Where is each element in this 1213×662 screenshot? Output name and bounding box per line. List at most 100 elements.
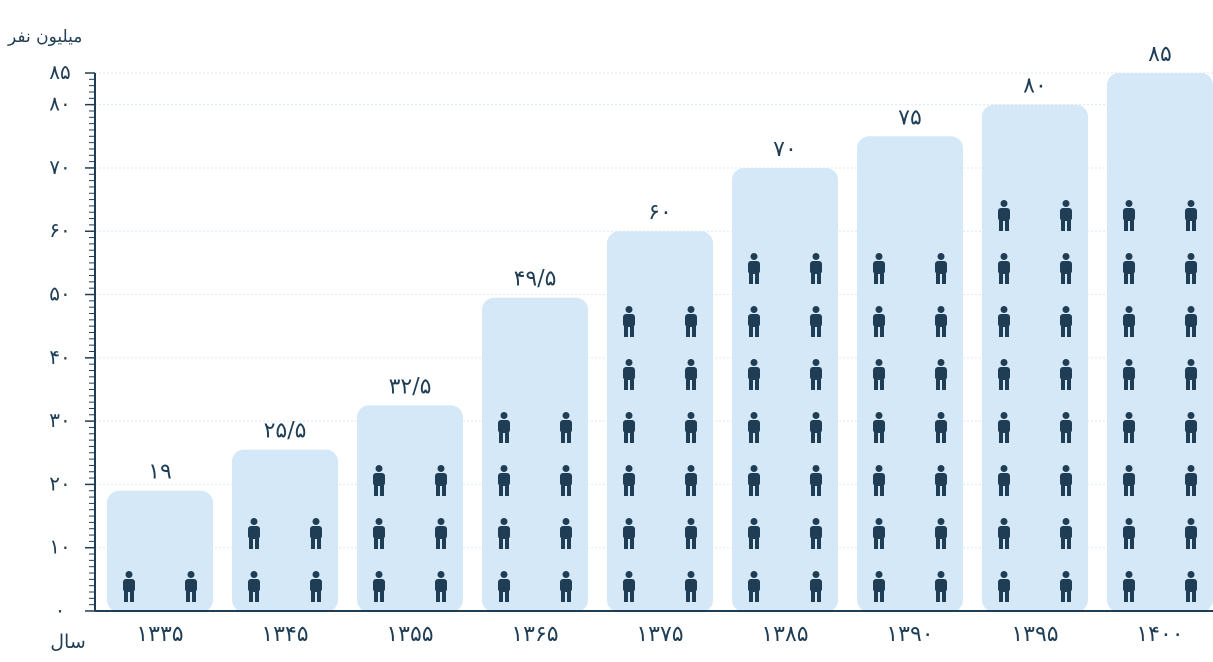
person-icon (560, 465, 572, 496)
person-icon (1123, 465, 1135, 496)
person-icon (623, 465, 635, 496)
person-icon (810, 571, 822, 602)
person-icon (998, 359, 1010, 390)
person-icon (935, 253, 947, 284)
person-icon (935, 306, 947, 337)
person-icon (998, 465, 1010, 496)
bar-group (857, 136, 963, 612)
y-tick-label: ۷۰ (49, 155, 70, 179)
person-icon (998, 518, 1010, 549)
person-icon (873, 412, 885, 443)
data-label: ۳۲/۵ (389, 374, 432, 399)
person-icon (1185, 359, 1197, 390)
person-icon (373, 571, 385, 602)
person-icon (685, 359, 697, 390)
person-icon (998, 412, 1010, 443)
person-icon (873, 253, 885, 284)
person-icon (1185, 306, 1197, 337)
bar (982, 104, 1088, 612)
data-label: ۸۵ (1148, 42, 1172, 67)
person-icon (873, 518, 885, 549)
y-tick-label: ۰ (55, 598, 66, 622)
person-icon (810, 359, 822, 390)
x-tick-label: ۱۳۸۵ (761, 622, 808, 647)
person-icon (998, 571, 1010, 602)
person-icon (685, 518, 697, 549)
labels: ۰ ۱۰ ۲۰ ۳۰ ۴۰ ۵۰ ۶۰ ۷۰ ۸۰ ۸۵ ۱۹ ۱۳۳۵ ۲۵/۵ ۱۳۴۵ ۳۲/۵ ۱۳۵… (49, 42, 1183, 647)
person-icon (685, 306, 697, 337)
person-icon (1185, 518, 1197, 549)
person-icon (1060, 571, 1072, 602)
y-tick-label: ۶۰ (49, 218, 70, 242)
person-icon (1123, 412, 1135, 443)
person-icon (1123, 571, 1135, 602)
y-tick-label: ۲۰ (49, 471, 70, 495)
person-icon (623, 306, 635, 337)
person-icon (685, 465, 697, 496)
x-axis-title: سال (50, 631, 86, 653)
data-label: ۱۹ (148, 460, 172, 485)
bar (732, 167, 838, 613)
person-icon (748, 412, 760, 443)
person-icon (1060, 200, 1072, 231)
person-icon (685, 412, 697, 443)
bar-group (607, 231, 713, 612)
person-icon (623, 518, 635, 549)
person-icon (248, 571, 260, 602)
y-tick-label: ۸۰ (49, 92, 70, 116)
y-tick-label: ۳۰ (49, 408, 70, 432)
person-icon (1123, 200, 1135, 231)
bar-group (357, 405, 463, 612)
y-axis-title: میلیون نفر (7, 27, 82, 47)
x-tick-label: ۱۳۳۵ (136, 622, 183, 647)
y-axis (85, 72, 1213, 612)
person-icon (748, 359, 760, 390)
x-tick-label: ۱۳۶۵ (511, 622, 558, 647)
person-icon (935, 412, 947, 443)
person-icon (435, 571, 447, 602)
person-icon (873, 359, 885, 390)
person-icon (1060, 359, 1072, 390)
bar-group (982, 104, 1088, 612)
person-icon (1185, 412, 1197, 443)
bar (482, 297, 588, 612)
person-icon (935, 571, 947, 602)
person-icon (560, 412, 572, 443)
person-icon (1185, 253, 1197, 284)
bar (1107, 73, 1213, 612)
x-tick-label: ۱۳۹۵ (1011, 622, 1058, 647)
person-icon (435, 518, 447, 549)
person-icon (560, 518, 572, 549)
person-icon (435, 465, 447, 496)
person-icon (373, 518, 385, 549)
y-tick-label: ۸۵ (49, 60, 70, 84)
bar (232, 449, 338, 612)
person-icon (1185, 200, 1197, 231)
person-icon (873, 571, 885, 602)
bar-group (107, 490, 213, 612)
person-icon (935, 359, 947, 390)
y-tick-label: ۵۰ (49, 282, 70, 306)
person-icon (810, 412, 822, 443)
x-tick-label: ۱۳۷۵ (636, 622, 683, 647)
person-icon (748, 571, 760, 602)
person-icon (1185, 571, 1197, 602)
person-icon (685, 571, 697, 602)
person-icon (810, 465, 822, 496)
person-icon (1123, 359, 1135, 390)
bar (607, 231, 713, 612)
person-icon (310, 518, 322, 549)
person-icon (623, 359, 635, 390)
person-icon (873, 306, 885, 337)
person-icon (185, 571, 197, 602)
person-icon (873, 465, 885, 496)
person-icon (1185, 465, 1197, 496)
person-icon (810, 518, 822, 549)
bar-group (482, 297, 588, 612)
data-label: ۸۰ (1023, 74, 1047, 99)
person-icon (748, 306, 760, 337)
person-icon (560, 571, 572, 602)
person-icon (373, 465, 385, 496)
bar-group (1107, 73, 1213, 612)
